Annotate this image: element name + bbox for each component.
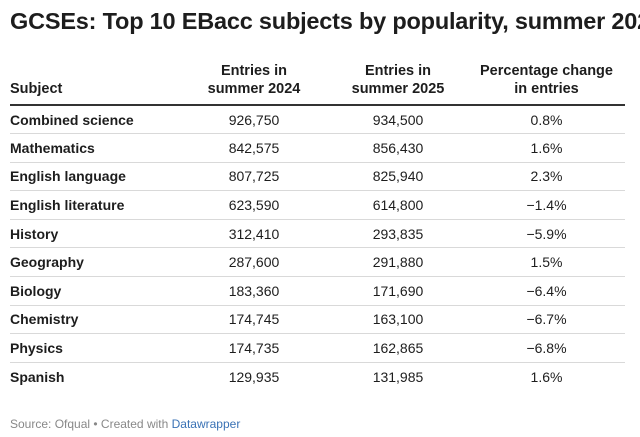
cell-entries-2024: 183,360 bbox=[180, 276, 328, 306]
table-row: Physics 174,735 162,865 −6.8% bbox=[10, 333, 625, 363]
cell-subject: Spanish bbox=[10, 368, 65, 385]
cell-pct-change: −1.4% bbox=[468, 190, 625, 220]
cell-entries-2024: 807,725 bbox=[180, 162, 328, 192]
cell-pct-change: −6.7% bbox=[468, 305, 625, 335]
header-entries-2025-line1: Entries in bbox=[364, 63, 432, 79]
table-row: Combined science 926,750 934,500 0.8% bbox=[10, 105, 625, 135]
cell-entries-2025: 934,500 bbox=[328, 105, 468, 135]
cell-entries-2025: 293,835 bbox=[328, 219, 468, 249]
cell-entries-2025: 614,800 bbox=[328, 190, 468, 220]
cell-pct-change: 1.6% bbox=[468, 133, 625, 163]
table-row: English language 807,725 825,940 2.3% bbox=[10, 162, 625, 192]
cell-entries-2025: 825,940 bbox=[328, 162, 468, 192]
table-row: Spanish 129,935 131,985 1.6% bbox=[10, 362, 625, 391]
cell-pct-change: −5.9% bbox=[468, 219, 625, 249]
header-pct-change-line1: Percentage change bbox=[480, 63, 613, 79]
table-row: History 312,410 293,835 −5.9% bbox=[10, 219, 625, 249]
cell-subject: Chemistry bbox=[10, 305, 180, 335]
cell-subject: English language bbox=[10, 162, 180, 192]
cell-subject: Mathematics bbox=[10, 133, 180, 163]
cell-entries-2024: 287,600 bbox=[180, 247, 328, 278]
cell-entries-2024: 623,590 bbox=[180, 190, 328, 220]
cell-entries-2025: 856,430 bbox=[328, 133, 468, 163]
cell-subject: Geography bbox=[10, 247, 180, 278]
cell-pct-change: 2.3% bbox=[468, 162, 625, 192]
cell-entries-2024: 842,575 bbox=[180, 133, 328, 163]
header-entries-2024-line2: summer 2024 bbox=[207, 81, 301, 97]
table-row: Biology 183,360 171,690 −6.4% bbox=[10, 276, 625, 306]
cell-entries-2025: 162,865 bbox=[328, 333, 468, 363]
cell-subject: Biology bbox=[10, 276, 180, 306]
table-row: English literature 623,590 614,800 −1.4% bbox=[10, 190, 625, 220]
header-entries-2024-line1: Entries in bbox=[220, 63, 288, 79]
header-row: Subject Entries in summer 2024 Entries i… bbox=[10, 60, 625, 106]
cell-pct-change: −6.8% bbox=[468, 333, 625, 363]
cell-entries-2025: 163,100 bbox=[328, 305, 468, 335]
cell-entries-2024: 174,735 bbox=[180, 333, 328, 363]
cell-entries-2024: 926,750 bbox=[180, 105, 328, 135]
cell-pct-change: −6.4% bbox=[468, 276, 625, 306]
cell-entries-2025: 171,690 bbox=[328, 276, 468, 306]
chart-title: GCSEs: Top 10 EBacc subjects by populari… bbox=[10, 8, 640, 34]
cell-pct-change: 1.5% bbox=[468, 247, 625, 278]
table-row: Mathematics 842,575 856,430 1.6% bbox=[10, 133, 625, 163]
cell-pct-change: 0.8% bbox=[468, 105, 625, 135]
header-subject: Subject bbox=[10, 60, 180, 106]
data-table: Subject Entries in summer 2024 Entries i… bbox=[10, 60, 625, 391]
footer-source: Source: Ofqual • Created with bbox=[10, 417, 172, 431]
table-row: Geography 287,600 291,880 1.5% bbox=[10, 247, 625, 278]
header-entries-2024: Entries in summer 2024 bbox=[180, 60, 328, 106]
cell-subject: Combined science bbox=[10, 105, 180, 135]
header-entries-2025-line2: summer 2025 bbox=[351, 81, 445, 97]
cell-subject: History bbox=[10, 219, 180, 249]
cell-subject: English literature bbox=[10, 190, 180, 220]
cell-entries-2024: 174,745 bbox=[180, 305, 328, 335]
cell-entries-2024: 129,935 bbox=[228, 368, 280, 385]
header-pct-change-line2: in entries bbox=[514, 81, 579, 97]
cell-entries-2025: 291,880 bbox=[328, 247, 468, 278]
cell-entries-2025: 131,985 bbox=[372, 368, 424, 385]
cell-subject: Physics bbox=[10, 333, 180, 363]
datawrapper-link[interactable]: Datawrapper bbox=[171, 417, 241, 431]
cell-entries-2024: 312,410 bbox=[180, 219, 328, 249]
header-entries-2025: Entries in summer 2025 bbox=[328, 60, 468, 106]
header-pct-change: Percentage change in entries bbox=[468, 60, 625, 106]
footer-note: Source: Ofqual • Created with Datawrappe… bbox=[10, 417, 240, 431]
header-subject-line: Subject bbox=[10, 81, 63, 97]
cell-pct-change: 1.6% bbox=[530, 368, 563, 385]
table-row: Chemistry 174,745 163,100 −6.7% bbox=[10, 305, 625, 335]
